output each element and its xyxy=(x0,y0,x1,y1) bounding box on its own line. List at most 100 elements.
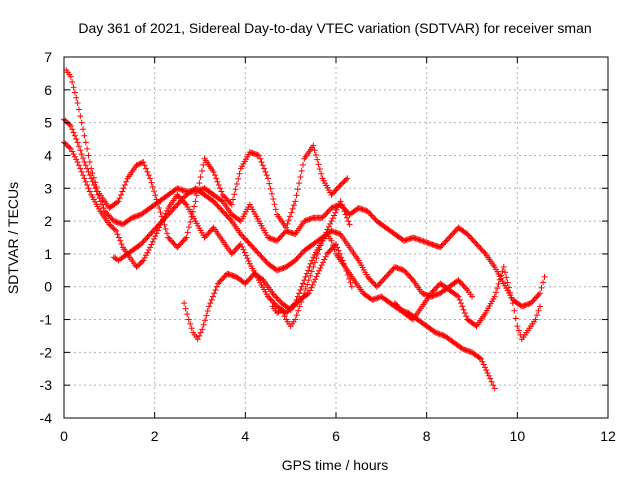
data-point xyxy=(141,254,148,261)
data-point xyxy=(262,168,269,175)
data-point xyxy=(287,306,294,313)
data-point xyxy=(148,179,155,186)
data-point xyxy=(147,244,154,251)
data-point xyxy=(294,299,301,306)
data-point xyxy=(299,161,306,168)
data-point xyxy=(338,201,345,208)
data-point xyxy=(220,193,227,200)
y-tick-label: -2 xyxy=(40,344,53,360)
data-point xyxy=(328,191,335,198)
data-point xyxy=(318,170,325,177)
data-point xyxy=(373,283,380,290)
data-point xyxy=(149,238,156,245)
data-point xyxy=(81,159,88,166)
y-axis-label: SDTVAR / TECUs xyxy=(5,182,21,294)
data-point xyxy=(408,275,415,282)
data-point xyxy=(143,235,150,242)
data-point xyxy=(80,155,87,162)
data-point xyxy=(341,208,348,215)
data-point xyxy=(285,217,292,224)
data-point xyxy=(69,148,76,155)
data-point xyxy=(210,198,217,205)
y-tick-label: -1 xyxy=(40,312,53,328)
data-point xyxy=(309,281,316,288)
data-point xyxy=(123,178,130,185)
data-point xyxy=(200,161,207,168)
data-point xyxy=(310,264,317,271)
data-point xyxy=(367,276,374,283)
data-point xyxy=(467,234,474,241)
data-point xyxy=(335,247,342,254)
data-point xyxy=(210,168,217,175)
data-point xyxy=(455,293,462,300)
data-point xyxy=(473,241,480,248)
data-point xyxy=(196,332,203,339)
data-point xyxy=(248,273,255,280)
data-point xyxy=(63,141,70,148)
data-point xyxy=(240,246,247,253)
data-point xyxy=(537,290,543,297)
data-point xyxy=(287,213,294,220)
data-point xyxy=(261,256,268,263)
data-point xyxy=(308,284,315,291)
data-point xyxy=(227,216,234,223)
data-point xyxy=(329,242,336,249)
data-point xyxy=(187,219,194,226)
data-point xyxy=(198,167,205,174)
data-point xyxy=(272,206,279,213)
data-point xyxy=(505,284,512,291)
data-point xyxy=(144,234,151,241)
data-point xyxy=(75,106,82,113)
data-point xyxy=(167,237,174,244)
data-point xyxy=(364,208,371,215)
data-point xyxy=(327,220,334,227)
data-point xyxy=(245,257,252,264)
data-point xyxy=(211,199,218,206)
data-point xyxy=(211,290,218,297)
data-point xyxy=(535,291,542,298)
data-point xyxy=(499,268,506,275)
data-point xyxy=(206,228,213,235)
data-point xyxy=(218,206,225,213)
data-point xyxy=(217,277,224,284)
data-point xyxy=(208,296,215,303)
data-point xyxy=(507,289,514,296)
data-point xyxy=(145,246,152,253)
data-point xyxy=(262,257,269,264)
data-point xyxy=(117,237,124,244)
data-point xyxy=(136,261,143,268)
data-point xyxy=(302,273,309,280)
data-point xyxy=(476,243,483,250)
data-point xyxy=(311,259,318,266)
data-point xyxy=(381,275,388,282)
data-point xyxy=(70,84,77,91)
data-point xyxy=(118,241,125,248)
series-track-a xyxy=(63,67,351,251)
data-point xyxy=(332,187,339,194)
data-point xyxy=(456,296,463,303)
data-point xyxy=(439,241,446,248)
data-point xyxy=(96,195,103,202)
data-point xyxy=(371,280,378,287)
data-point xyxy=(456,278,463,285)
data-point xyxy=(78,151,85,158)
data-point xyxy=(447,233,454,240)
data-point xyxy=(258,253,265,260)
data-point xyxy=(448,231,455,238)
data-point xyxy=(219,208,226,215)
data-point xyxy=(84,165,91,172)
data-point xyxy=(223,196,230,203)
data-point xyxy=(480,361,487,368)
data-point xyxy=(384,272,391,279)
data-point xyxy=(459,281,466,288)
data-point xyxy=(75,143,82,150)
data-point xyxy=(216,279,223,286)
data-point xyxy=(337,198,344,205)
data-point xyxy=(73,94,80,101)
data-point xyxy=(174,244,181,251)
data-point xyxy=(194,336,201,343)
data-point xyxy=(268,190,275,197)
data-point xyxy=(144,249,151,256)
data-point xyxy=(299,280,306,287)
